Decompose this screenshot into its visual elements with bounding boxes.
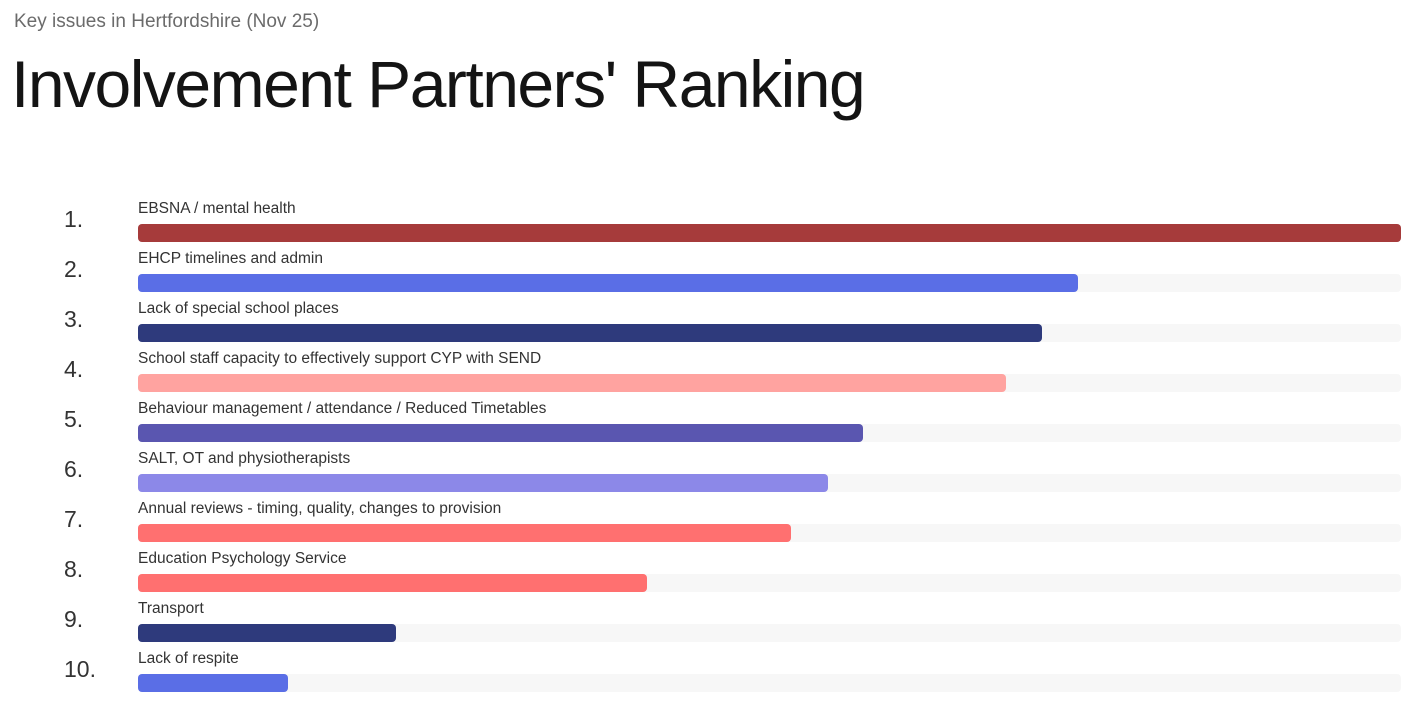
bar-track (138, 324, 1401, 342)
rank-label: School staff capacity to effectively sup… (138, 350, 542, 367)
page-title: Involvement Partners' Ranking (11, 47, 866, 121)
rank-label: Lack of special school places (138, 300, 339, 317)
bar (138, 224, 1401, 242)
bar (138, 274, 1078, 292)
rank-label: Annual reviews - timing, quality, change… (138, 500, 502, 517)
rank-number: 5. (64, 406, 84, 432)
rank-number: 2. (64, 256, 84, 282)
bar-track (138, 224, 1401, 242)
bar-track (138, 424, 1401, 442)
bar (138, 424, 863, 442)
chart-subtitle: Key issues in Hertfordshire (Nov 25) (14, 11, 320, 32)
bar-track (138, 624, 1401, 642)
ranking-row: 4. School staff capacity to effectively s… (0, 350, 1423, 400)
rank-label: EBSNA / mental health (138, 200, 296, 217)
ranking-row: 2. EHCP timelines and admin (0, 250, 1423, 300)
bar-track (138, 374, 1401, 392)
rank-label: Education Psychology Service (138, 550, 347, 567)
bar (138, 324, 1042, 342)
ranking-row: 8. Education Psychology Service (0, 550, 1423, 600)
ranking-row: 6. SALT, OT and physiotherapists (0, 450, 1423, 500)
ranking-row: 9. Transport (0, 600, 1423, 650)
bar-track (138, 574, 1401, 592)
rank-number: 3. (64, 306, 84, 332)
rank-label: EHCP timelines and admin (138, 250, 323, 267)
rank-label: Lack of respite (138, 650, 239, 667)
bar (138, 674, 288, 692)
rank-number: 8. (64, 556, 84, 582)
bar-track (138, 474, 1401, 492)
rank-number: 4. (64, 356, 84, 382)
rank-number: 10. (64, 656, 96, 682)
rank-number: 9. (64, 606, 84, 632)
bar (138, 524, 791, 542)
bar (138, 574, 647, 592)
ranking-row: 5. Behaviour management / attendance / Re… (0, 400, 1423, 450)
ranking-row: 1. EBSNA / mental health (0, 200, 1423, 250)
bar (138, 474, 828, 492)
ranking-row: 3. Lack of special school places (0, 300, 1423, 350)
bar (138, 624, 396, 642)
ranking-row: 10. Lack of respite (0, 650, 1423, 700)
bar-track (138, 524, 1401, 542)
rank-number: 6. (64, 456, 84, 482)
rank-label: Transport (138, 600, 204, 617)
ranking-row: 7. Annual reviews - timing, quality, chan… (0, 500, 1423, 550)
rank-number: 1. (64, 206, 84, 232)
rank-number: 7. (64, 506, 84, 532)
rank-label: SALT, OT and physiotherapists (138, 450, 351, 467)
bar-track (138, 674, 1401, 692)
bar-track (138, 274, 1401, 292)
rank-label: Behaviour management / attendance / Redu… (138, 400, 547, 417)
bar (138, 374, 1006, 392)
